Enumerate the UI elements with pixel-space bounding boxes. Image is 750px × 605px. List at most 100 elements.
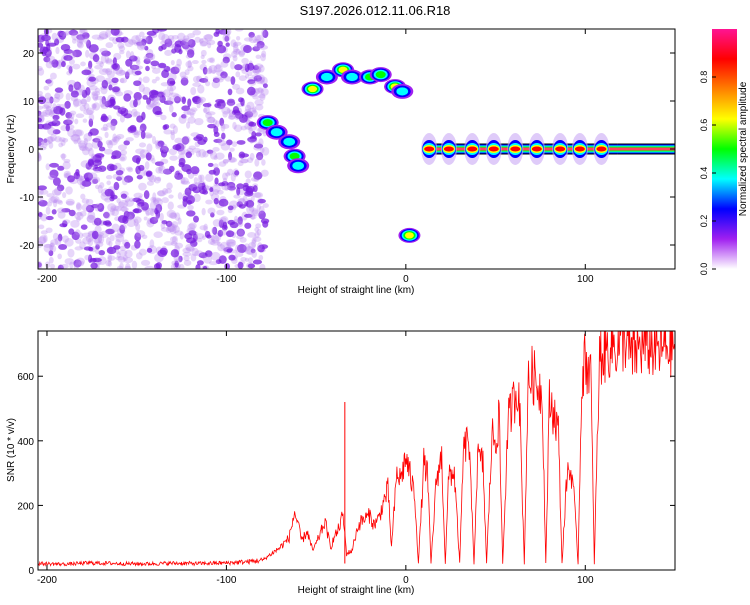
noise-speck <box>261 29 266 37</box>
noise-speck <box>154 207 159 215</box>
noise-speck <box>225 230 235 238</box>
noise-speck <box>165 226 172 234</box>
noise-speck <box>240 158 249 164</box>
spectral-blob <box>398 227 421 243</box>
noise-speck <box>51 32 58 41</box>
noise-speck <box>214 102 222 108</box>
noise-speck <box>234 64 243 71</box>
noise-speck <box>116 176 123 181</box>
noise-speck <box>59 31 68 37</box>
noise-speck <box>171 221 179 228</box>
noise-speck <box>153 231 163 239</box>
noise-speck <box>61 137 69 143</box>
noise-speck <box>187 39 196 48</box>
noise-speck <box>105 42 114 49</box>
noise-speck <box>73 98 83 107</box>
noise-speck <box>107 255 116 261</box>
noise-speck <box>227 98 235 107</box>
noise-speck <box>89 165 96 170</box>
noise-speck <box>81 232 91 238</box>
noise-speck <box>72 63 81 70</box>
noise-speck <box>110 205 120 211</box>
spectrogram-y-axis-label: Frequency (Hz) <box>6 115 17 184</box>
noise-speck <box>260 53 266 62</box>
noise-speck <box>91 91 99 101</box>
noise-speck <box>40 213 48 222</box>
noise-speck <box>107 203 117 212</box>
noise-speck <box>190 240 198 247</box>
noise-speck <box>131 108 138 118</box>
noise-speck <box>215 63 222 70</box>
noise-speck <box>81 69 92 76</box>
noise-speck <box>73 259 82 268</box>
noise-speck <box>247 263 256 269</box>
noise-speck <box>215 99 225 104</box>
noise-speck <box>161 69 170 79</box>
noise-speck <box>68 209 76 217</box>
noise-speck <box>241 57 249 65</box>
noise-speck <box>79 99 88 105</box>
noise-speck <box>144 265 155 269</box>
noise-speck <box>38 151 41 159</box>
noise-speck <box>45 261 51 268</box>
noise-speck <box>235 111 241 116</box>
noise-speck <box>70 219 80 228</box>
noise-speck <box>164 49 173 56</box>
noise-speck <box>248 80 257 86</box>
noise-speck <box>139 153 145 160</box>
noise-speck <box>49 96 54 104</box>
noise-speck <box>181 114 187 119</box>
noise-speck <box>115 36 125 43</box>
noise-speck <box>205 199 213 205</box>
noise-speck <box>38 199 48 207</box>
noise-speck <box>79 29 86 34</box>
noise-speck <box>199 225 208 231</box>
noise-speck <box>39 189 49 195</box>
noise-speck <box>123 254 128 262</box>
noise-speck <box>256 155 263 161</box>
noise-speck <box>185 54 191 59</box>
noise-speck <box>91 230 99 240</box>
noise-speck <box>81 203 91 212</box>
noise-speck <box>247 231 257 238</box>
noise-speck <box>76 137 82 145</box>
noise-speck <box>192 147 201 153</box>
noise-speck <box>43 243 53 248</box>
tone-pulse <box>464 133 481 165</box>
noise-speck <box>237 261 244 269</box>
x-tick-label: -100 <box>216 575 236 586</box>
noise-speck <box>163 100 174 105</box>
noise-speck <box>42 109 51 118</box>
noise-speck <box>74 129 84 137</box>
noise-speck <box>38 152 42 162</box>
noise-speck <box>220 122 226 132</box>
noise-speck <box>75 113 85 119</box>
noise-speck <box>255 103 264 111</box>
noise-speck <box>217 229 224 237</box>
colorbar-tick-label: 0.8 <box>699 71 709 84</box>
y-tick-label: 10 <box>23 97 35 108</box>
noise-speck <box>228 109 235 118</box>
noise-speck <box>252 192 262 198</box>
noise-speck <box>123 140 130 146</box>
noise-speck <box>219 217 227 222</box>
noise-speck <box>261 146 270 156</box>
noise-speck <box>246 246 255 256</box>
noise-speck <box>197 182 206 190</box>
noise-speck <box>221 184 231 191</box>
noise-speck <box>38 153 42 162</box>
noise-speck <box>48 141 54 149</box>
noise-speck <box>85 198 94 205</box>
noise-speck <box>98 31 109 40</box>
noise-speck <box>93 164 99 170</box>
noise-speck <box>38 110 42 116</box>
noise-speck <box>242 195 248 204</box>
noise-speck <box>104 54 109 64</box>
noise-speck <box>252 106 257 113</box>
noise-speck <box>68 84 74 92</box>
noise-speck <box>213 131 220 138</box>
noise-speck <box>46 78 54 87</box>
noise-speck <box>259 263 266 269</box>
noise-speck <box>209 57 215 64</box>
noise-speck <box>181 38 190 48</box>
